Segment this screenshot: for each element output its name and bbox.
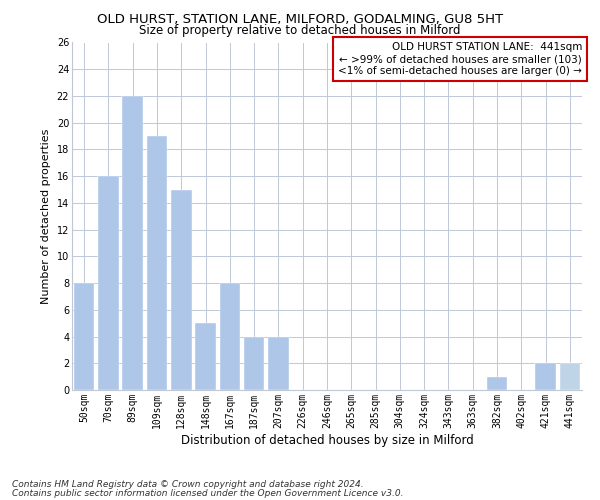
Bar — [74, 283, 94, 390]
Bar — [171, 190, 191, 390]
X-axis label: Distribution of detached houses by size in Milford: Distribution of detached houses by size … — [181, 434, 473, 446]
Bar — [122, 96, 143, 390]
Text: Contains public sector information licensed under the Open Government Licence v3: Contains public sector information licen… — [12, 489, 404, 498]
Y-axis label: Number of detached properties: Number of detached properties — [41, 128, 51, 304]
Bar — [560, 364, 580, 390]
Bar — [487, 376, 508, 390]
Bar — [220, 283, 240, 390]
Bar — [195, 323, 216, 390]
Bar — [535, 364, 556, 390]
Bar — [244, 336, 265, 390]
Bar — [98, 176, 119, 390]
Bar — [268, 336, 289, 390]
Text: Size of property relative to detached houses in Milford: Size of property relative to detached ho… — [139, 24, 461, 37]
Text: OLD HURST, STATION LANE, MILFORD, GODALMING, GU8 5HT: OLD HURST, STATION LANE, MILFORD, GODALM… — [97, 12, 503, 26]
Text: Contains HM Land Registry data © Crown copyright and database right 2024.: Contains HM Land Registry data © Crown c… — [12, 480, 364, 489]
Text: OLD HURST STATION LANE:  441sqm
← >99% of detached houses are smaller (103)
<1% : OLD HURST STATION LANE: 441sqm ← >99% of… — [338, 42, 582, 76]
Bar — [146, 136, 167, 390]
